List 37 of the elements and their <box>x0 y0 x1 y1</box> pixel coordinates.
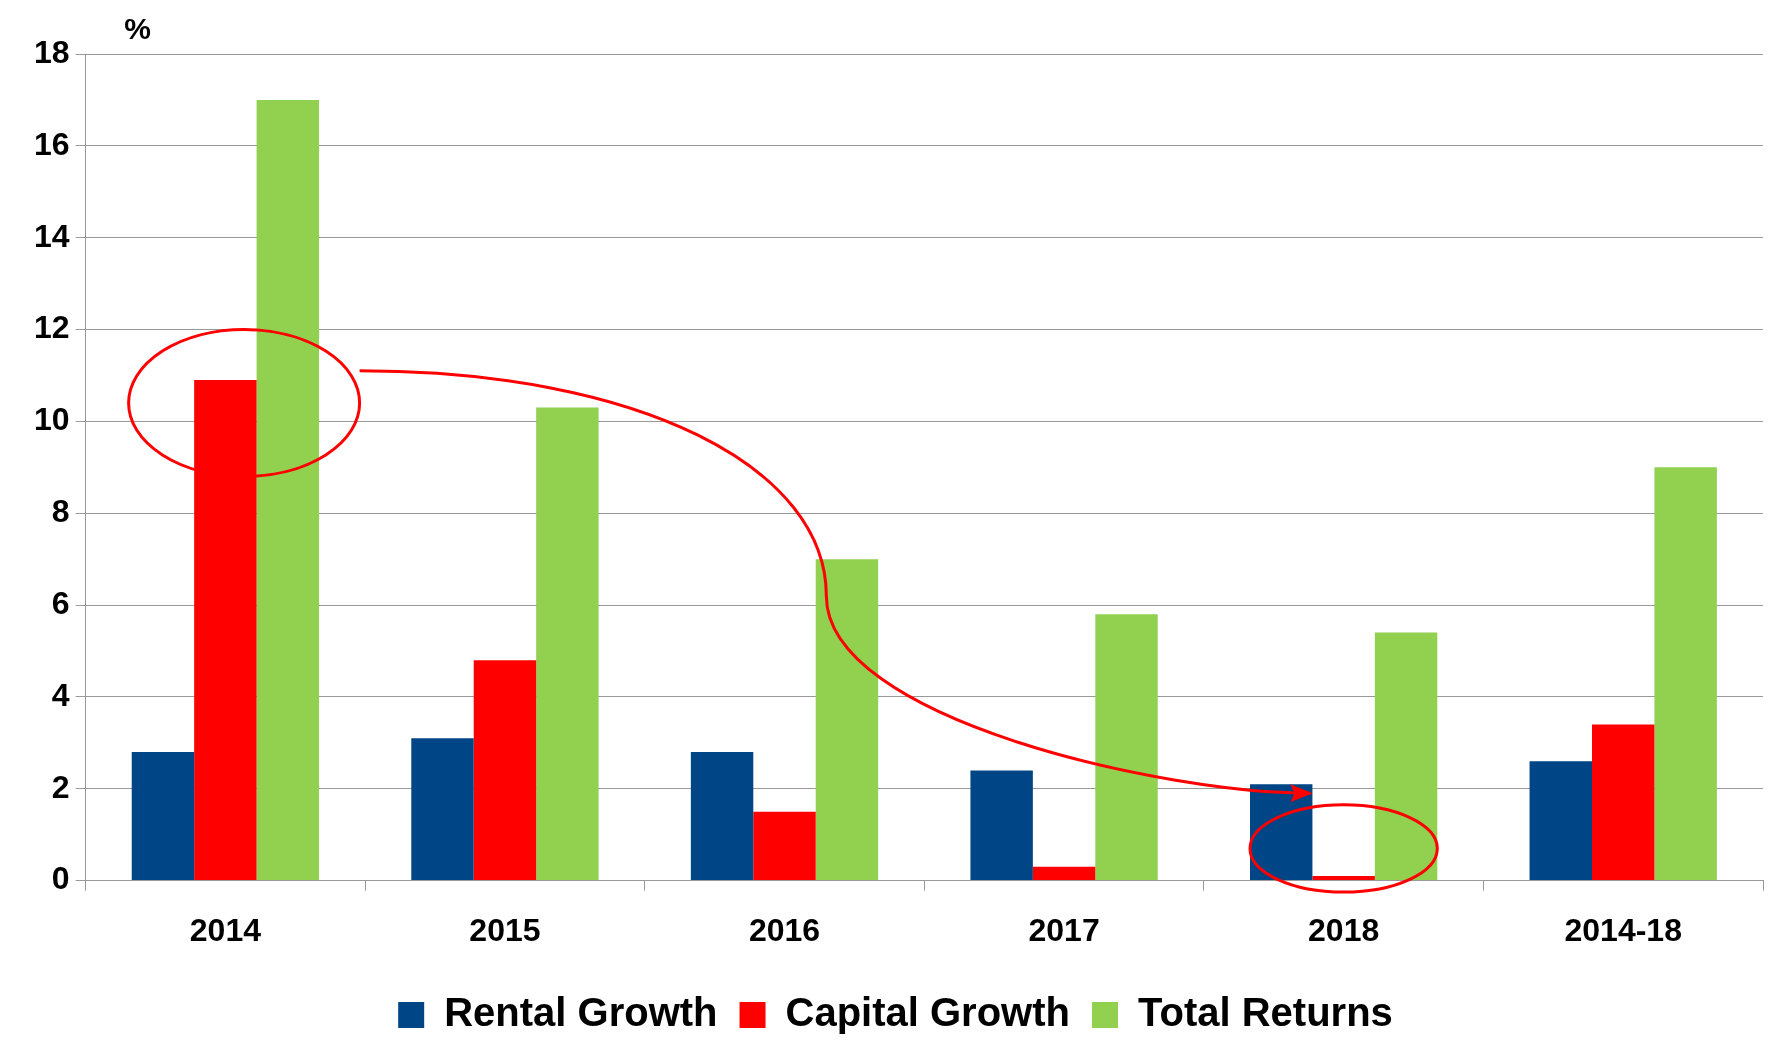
bar <box>1374 632 1438 881</box>
y-tick-label: 2 <box>51 768 70 805</box>
bar <box>1095 614 1158 881</box>
x-tick-label: 2014 <box>189 911 262 948</box>
bar <box>473 660 537 881</box>
bar <box>1592 724 1655 881</box>
y-tick-label: 10 <box>34 401 70 438</box>
bar <box>1654 467 1717 881</box>
y-tick-label: 6 <box>51 584 70 621</box>
y-tick-label: 14 <box>34 217 70 254</box>
y-tick-label: 18 <box>34 33 70 70</box>
y-tick-label: 8 <box>51 493 70 530</box>
x-tick-label: 2016 <box>748 911 821 948</box>
legend-label: Rental Growth <box>444 990 718 1035</box>
y-tick-label: 12 <box>34 309 70 346</box>
bar <box>1529 761 1592 881</box>
x-tick-label: 2014-18 <box>1564 911 1682 948</box>
bar <box>1032 866 1096 881</box>
x-tick-label: 2018 <box>1308 911 1380 948</box>
legend-label: Total Returns <box>1137 990 1393 1035</box>
bar <box>753 811 816 881</box>
bar <box>131 752 195 881</box>
bar <box>536 407 599 881</box>
y-tick-label: 4 <box>51 676 70 713</box>
bar <box>411 738 474 881</box>
bar <box>194 380 257 881</box>
bar <box>256 99 320 881</box>
bar <box>1312 876 1375 881</box>
y-tick-label: 16 <box>34 125 70 162</box>
bar <box>690 752 754 881</box>
y-axis-title: % <box>124 12 151 46</box>
bar <box>970 770 1033 881</box>
legend-label: Capital Growth <box>785 990 1070 1035</box>
x-tick-label: 2017 <box>1028 911 1100 948</box>
bar <box>815 559 879 881</box>
y-tick-label: 0 <box>51 860 70 897</box>
x-tick-label: 2015 <box>469 911 541 948</box>
